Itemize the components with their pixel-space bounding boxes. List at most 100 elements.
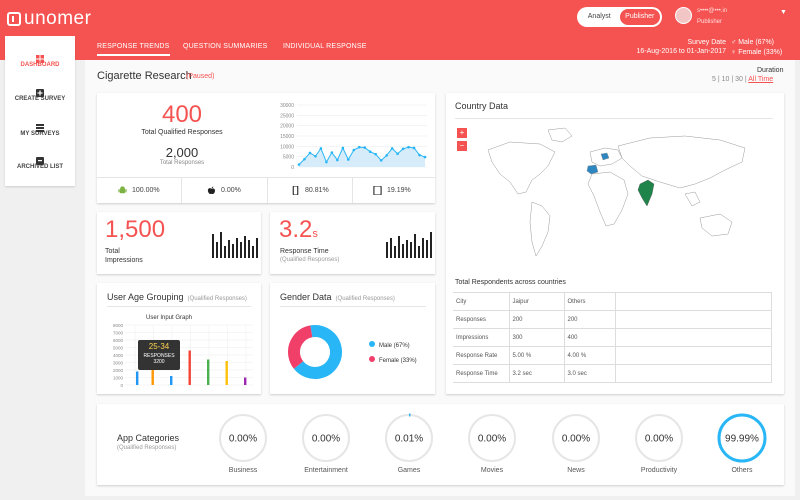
gender-summary-female: Female (33%) bbox=[738, 49, 783, 56]
gauge-ring: 0.00% bbox=[302, 414, 350, 462]
gauge-value: 0.00% bbox=[229, 434, 257, 445]
gender-legend-male: Male (67%) bbox=[369, 341, 410, 349]
y-tick-label: 1000 bbox=[113, 376, 124, 381]
gauge-label: Others bbox=[731, 467, 753, 474]
duration-option[interactable]: 30 bbox=[735, 76, 743, 83]
country-table: City Jaipur Others Responses 200 200 Imp… bbox=[453, 292, 772, 383]
gauge-track bbox=[302, 414, 350, 462]
user-email: s••••@•••.in bbox=[697, 8, 728, 14]
app-categories-title: App Categories bbox=[117, 433, 180, 443]
total-responses: 2,000 Total Responses bbox=[97, 145, 267, 166]
divider bbox=[267, 177, 268, 203]
country-title: Country Data bbox=[455, 101, 509, 111]
data-point bbox=[368, 150, 372, 154]
area-fill bbox=[299, 147, 425, 167]
world-map[interactable] bbox=[470, 122, 770, 267]
data-point bbox=[401, 147, 405, 151]
gauge-ring: 0.01% bbox=[384, 413, 434, 463]
apple-icon bbox=[207, 186, 216, 195]
gauge-value: 99.99% bbox=[725, 434, 759, 445]
gauge-track bbox=[219, 414, 267, 462]
gender-sub: (Qualified Responses) bbox=[335, 296, 395, 302]
avatar[interactable] bbox=[675, 7, 692, 24]
plus-icon bbox=[36, 84, 44, 97]
sidebar-item-label: CREATE SURVEY bbox=[14, 96, 66, 102]
sidebar-item-archived-list[interactable]: ARCHIVED LIST bbox=[5, 152, 75, 170]
response-time-label-line2: (Qualified Responses) bbox=[280, 257, 340, 263]
zoom-out-button[interactable]: − bbox=[457, 141, 467, 151]
duration-options: 5 | 10 | 30 | All Time bbox=[712, 76, 774, 83]
table-cell: 5.00 % bbox=[509, 346, 565, 365]
logo-text: unomer bbox=[24, 8, 92, 29]
sidebar-item-create-survey[interactable]: CREATE SURVEY bbox=[5, 84, 75, 102]
gauge-fill bbox=[717, 413, 767, 463]
divider bbox=[352, 177, 353, 203]
bar bbox=[188, 350, 191, 385]
platform-phone-value: 80.81% bbox=[305, 187, 329, 194]
responses-area-chart: 30000 25000 20000 15000 10000 5000 0 bbox=[280, 103, 427, 171]
data-point bbox=[352, 148, 356, 152]
gender-summary: ♂ Male (67%) ♀ Female (33%) bbox=[731, 38, 782, 58]
gauge-value: 0.00% bbox=[562, 434, 590, 445]
gauge-value: 0.01% bbox=[395, 434, 423, 445]
survey-date-label: Survey Date bbox=[687, 39, 726, 46]
y-tick-label: 0 bbox=[120, 383, 123, 388]
top-bar: unomer Analyst Publisher s••••@•••.in Pu… bbox=[0, 0, 800, 35]
duration-option[interactable]: 5 bbox=[712, 76, 716, 83]
y-tick-label: 25000 bbox=[280, 113, 294, 119]
gender-summary-male: Male (67%) bbox=[738, 39, 774, 46]
bar bbox=[225, 361, 228, 385]
page-title: Cigarette Research bbox=[97, 70, 192, 82]
gauge-label: Productivity bbox=[640, 467, 678, 474]
sidebar-item-dashboard[interactable]: DASHBOARD bbox=[5, 50, 75, 68]
age-bar-chart: User Input Graph 8000 7000 6000 5000 4000 3000… bbox=[113, 315, 253, 388]
age-grouping-title-text: User Age Grouping bbox=[107, 292, 184, 302]
bar bbox=[151, 361, 154, 385]
sidebar-item-my-surveys[interactable]: MY SURVEYS bbox=[5, 119, 75, 137]
duration-option-selected[interactable]: All Time bbox=[748, 76, 774, 83]
table-cell: 3.0 sec bbox=[564, 364, 616, 383]
logo-icon bbox=[7, 12, 21, 26]
category-gauge: 0.00% bbox=[634, 413, 684, 468]
y-tick-label: 10000 bbox=[280, 144, 294, 150]
total-responses-value: 2,000 bbox=[165, 145, 199, 160]
y-tick-label: 8000 bbox=[113, 323, 124, 328]
data-point bbox=[374, 152, 377, 156]
gender-legend-female-label: Female (33%) bbox=[379, 358, 417, 364]
logo[interactable]: unomer bbox=[7, 8, 91, 30]
qualified-responses: 400 Total Qualified Responses bbox=[97, 101, 267, 136]
gender-title: Gender Data (Qualified Responses) bbox=[280, 292, 395, 302]
table-row: Responses 200 200 bbox=[453, 310, 772, 329]
table-row: Response Time 3.2 sec 3.0 sec bbox=[453, 364, 772, 383]
gauge-value: 0.00% bbox=[645, 434, 673, 445]
data-point bbox=[363, 146, 367, 149]
app-categories-heading: App Categories (Qualified Responses) bbox=[117, 433, 179, 451]
duration-option[interactable]: 10 bbox=[721, 76, 730, 83]
data-point bbox=[297, 163, 301, 166]
table-cell: 4.00 % bbox=[564, 346, 616, 365]
tab-question-summaries[interactable]: QUESTION SUMMARIES bbox=[183, 43, 268, 50]
impressions-label-line1: Total bbox=[105, 248, 120, 255]
tab-response-trends[interactable]: RESPONSE TRENDS bbox=[97, 43, 170, 56]
page-status: (Paused) bbox=[186, 73, 215, 80]
platform-android: 100.00% bbox=[118, 186, 160, 195]
divider bbox=[280, 306, 426, 307]
table-cell: 400 bbox=[564, 328, 616, 347]
user-role: Publisher bbox=[697, 19, 723, 25]
gauge-label: Entertainment bbox=[304, 467, 348, 474]
role-analyst-option[interactable]: Analyst bbox=[587, 13, 611, 20]
platform-tablet-value: 19.19% bbox=[387, 187, 411, 194]
data-point bbox=[412, 146, 416, 150]
tab-individual-response[interactable]: INDIVIDUAL RESPONSE bbox=[283, 43, 367, 50]
phone-icon bbox=[292, 186, 299, 195]
age-grouping-sub: (Qualified Responses) bbox=[187, 296, 247, 302]
chevron-down-icon[interactable]: ▼ bbox=[780, 9, 787, 16]
role-toggle[interactable]: Analyst Publisher bbox=[577, 7, 662, 27]
role-publisher-option[interactable]: Publisher bbox=[619, 9, 660, 25]
data-point bbox=[308, 151, 312, 155]
gender-legend-male-label: Male (67%) bbox=[379, 343, 410, 349]
data-point bbox=[347, 158, 350, 161]
zoom-in-button[interactable]: + bbox=[457, 128, 467, 138]
impressions-sparkbars bbox=[212, 230, 258, 258]
table-cell: Responses bbox=[453, 310, 510, 329]
